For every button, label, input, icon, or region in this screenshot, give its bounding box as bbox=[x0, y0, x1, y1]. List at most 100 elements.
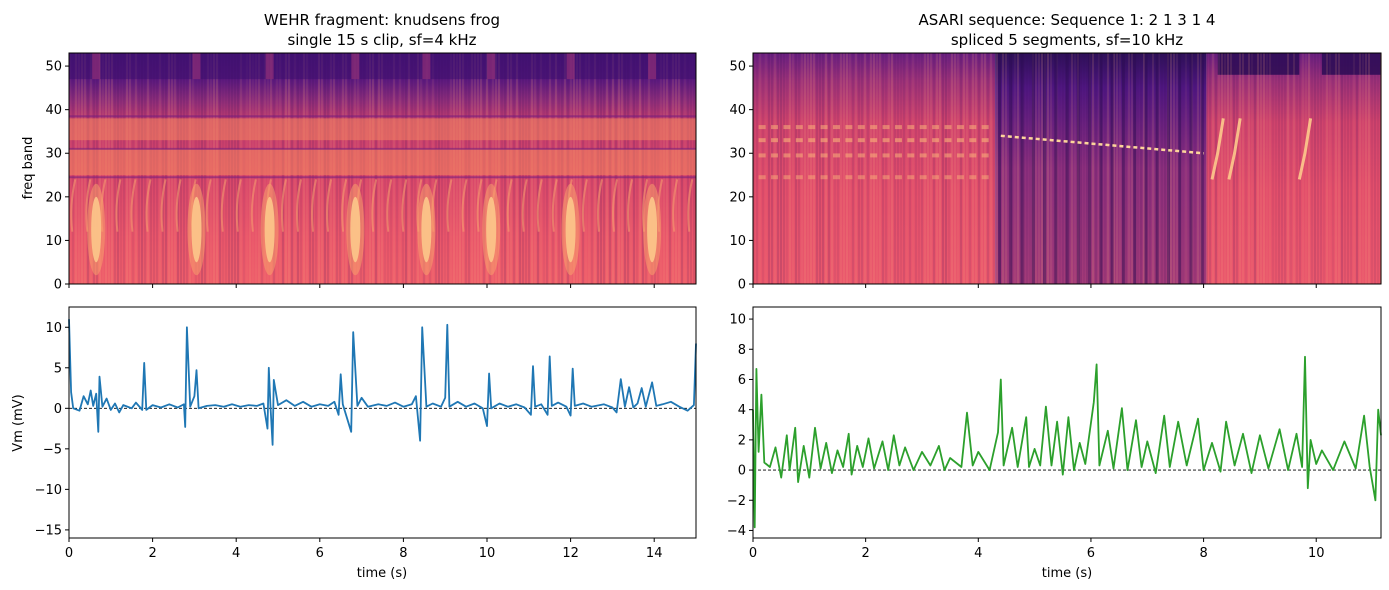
spectrogram-texture bbox=[963, 53, 965, 284]
spectrogram-call-top bbox=[566, 53, 575, 80]
spectrogram-texture bbox=[852, 53, 854, 284]
spectrogram-harmonic bbox=[771, 138, 779, 143]
left-vm-xlabel: time (s) bbox=[357, 566, 407, 581]
spectrogram-texture bbox=[891, 53, 893, 284]
spectrogram-stripe bbox=[1110, 53, 1114, 284]
spectrogram-harmonic bbox=[981, 138, 989, 143]
spectrogram-texture bbox=[840, 53, 842, 284]
spectrogram-harmonic bbox=[771, 153, 779, 158]
spectrogram-stripe bbox=[1189, 53, 1193, 284]
spectrogram-texture bbox=[1056, 53, 1058, 284]
spectrogram-texture bbox=[1353, 53, 1355, 284]
spectrogram-texture bbox=[1200, 53, 1202, 284]
spectrogram-harmonic bbox=[808, 153, 816, 158]
y-tick-label: 50 bbox=[45, 60, 62, 75]
spectrogram-texture bbox=[1167, 53, 1169, 284]
spectrogram-texture bbox=[1305, 53, 1307, 284]
spectrogram-texture bbox=[882, 53, 884, 284]
spectrogram-texture bbox=[1158, 53, 1160, 284]
spectrogram-stripe bbox=[1009, 53, 1013, 284]
spectrogram-chirp bbox=[280, 179, 287, 232]
spectrogram-texture bbox=[990, 53, 992, 284]
spectrogram-texture bbox=[873, 53, 875, 284]
spectrogram-harmonic bbox=[956, 125, 964, 130]
spectrogram-call-top bbox=[648, 53, 657, 80]
spectrogram-texture bbox=[921, 53, 923, 284]
spectrogram-texture bbox=[825, 53, 827, 284]
spectrogram-chirp bbox=[130, 179, 137, 232]
spectrogram-top-block bbox=[1321, 53, 1381, 75]
spectrogram-harmonic bbox=[981, 153, 989, 158]
spectrogram-texture bbox=[1068, 53, 1070, 284]
y-tick-label: 20 bbox=[45, 190, 62, 205]
spectrogram-texture bbox=[1002, 53, 1004, 284]
spectrogram-texture bbox=[894, 53, 896, 284]
spectrogram-texture bbox=[1125, 53, 1127, 284]
spectrogram-harmonic bbox=[894, 153, 902, 158]
spectrogram-texture bbox=[1143, 53, 1145, 284]
spectrogram-texture bbox=[1191, 53, 1193, 284]
spectrogram-texture bbox=[981, 53, 983, 284]
spectrogram-texture bbox=[1194, 53, 1196, 284]
spectrogram-texture bbox=[795, 53, 797, 284]
right-spectrogram-title: ASARI sequence: Sequence 1: 2 1 3 1 4 bbox=[919, 11, 1216, 29]
spectrogram-chirp bbox=[235, 179, 242, 232]
spectrogram-texture bbox=[1026, 53, 1028, 284]
spectrogram-harmonic bbox=[857, 125, 865, 130]
y-tick-label: 4 bbox=[738, 403, 746, 418]
spectrogram-harmonic bbox=[758, 138, 766, 143]
left-spectrogram-ylabel: freq band bbox=[21, 137, 36, 200]
spectrogram-texture bbox=[798, 53, 800, 284]
spectrogram-segment bbox=[753, 53, 996, 284]
spectrogram-call-top bbox=[265, 53, 274, 80]
spectrogram-texture bbox=[1242, 53, 1244, 284]
spectrogram-texture bbox=[1152, 53, 1154, 284]
spectrogram-texture bbox=[939, 53, 941, 284]
spectrogram-call-halo bbox=[417, 183, 436, 276]
y-tick-label: 30 bbox=[45, 147, 62, 162]
spectrogram-texture bbox=[1272, 53, 1274, 284]
y-tick-label: 50 bbox=[729, 60, 746, 75]
spectrogram-chirp bbox=[205, 179, 212, 232]
spectrogram-harmonic bbox=[907, 138, 915, 143]
axes-frame bbox=[752, 306, 1382, 539]
spectrogram-texture bbox=[1113, 53, 1115, 284]
x-tick-label: 6 bbox=[1087, 546, 1095, 561]
left-vm-ylabel: Vm (mV) bbox=[11, 394, 26, 451]
spectrogram-texture bbox=[1074, 53, 1076, 284]
spectrogram-texture bbox=[1221, 53, 1223, 284]
spectrogram-texture bbox=[1254, 53, 1256, 284]
spectrogram-texture bbox=[783, 53, 785, 284]
spectrogram-chirp bbox=[386, 179, 393, 232]
spectrogram-texture bbox=[1209, 53, 1211, 284]
spectrogram-harmonic bbox=[758, 125, 766, 130]
spectrogram-texture bbox=[1035, 53, 1037, 284]
spectrogram-texture bbox=[966, 53, 968, 284]
spectrogram-texture bbox=[906, 53, 908, 284]
spectrogram-stripe bbox=[1166, 53, 1170, 284]
spectrogram-texture bbox=[900, 53, 902, 284]
spectrogram-chirp bbox=[115, 179, 122, 232]
spectrogram-texture bbox=[1185, 53, 1187, 284]
spectrogram-texture bbox=[957, 53, 959, 284]
x-tick-label: 4 bbox=[974, 546, 982, 561]
spectrogram-texture bbox=[1179, 53, 1181, 284]
spectrogram-texture bbox=[1266, 53, 1268, 284]
axes-frame bbox=[68, 306, 697, 539]
spectrogram-chirp bbox=[687, 179, 694, 232]
spectrogram-harmonic bbox=[882, 125, 890, 130]
spectrogram-texture bbox=[969, 53, 971, 284]
spectrogram-texture bbox=[870, 53, 872, 284]
spectrogram-harmonic bbox=[758, 153, 766, 158]
spectrogram-chirp bbox=[250, 179, 257, 232]
spectrogram-call-halo bbox=[643, 183, 662, 276]
spectrogram-texture bbox=[837, 53, 839, 284]
spectrogram-harmonic bbox=[845, 175, 853, 180]
left-spectrogram-panel: WEHR fragment: knudsens frog single 15 s… bbox=[21, 11, 697, 293]
spectrogram-segment bbox=[995, 53, 1207, 284]
spectrogram-texture bbox=[777, 53, 779, 284]
spectrogram-harmonic bbox=[820, 153, 828, 158]
spectrogram-chirp bbox=[70, 179, 77, 232]
right-vm-xlabel: time (s) bbox=[1042, 566, 1092, 581]
spectrogram-texture bbox=[1314, 53, 1316, 284]
